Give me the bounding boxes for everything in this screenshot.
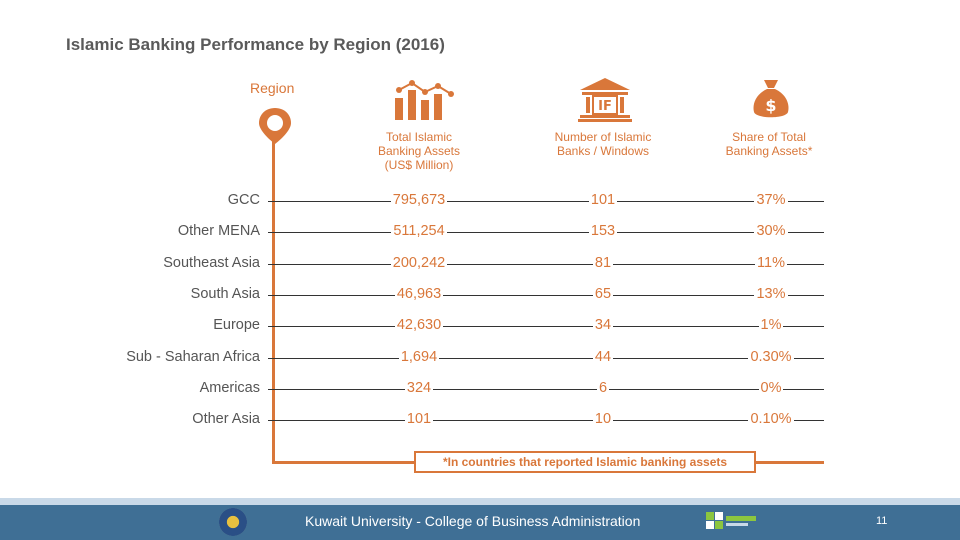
region-label: Americas — [199, 380, 260, 396]
title-year: (2016) — [395, 35, 445, 54]
page-number: 11 — [876, 515, 888, 527]
cell-assets: 511,254 — [391, 223, 447, 239]
region-label: Other Asia — [192, 411, 260, 427]
page-title: Islamic Banking Performance by Region (2… — [66, 35, 445, 55]
header-assets: Total Islamic Banking Assets (US$ Millio… — [377, 130, 461, 172]
row-connector-line — [268, 201, 824, 202]
cell-assets: 324 — [404, 380, 434, 396]
cell-assets: 46,963 — [394, 286, 444, 302]
cell-banks: 153 — [588, 223, 618, 239]
region-label: Europe — [213, 317, 260, 333]
row-connector-line — [268, 232, 824, 233]
cell-banks: 34 — [592, 317, 614, 333]
cell-assets: 1,694 — [398, 349, 440, 365]
region-header: Region — [250, 80, 295, 96]
footnote: *In countries that reported Islamic bank… — [414, 451, 756, 473]
row-connector-line — [268, 358, 824, 359]
cell-assets: 200,242 — [390, 255, 448, 271]
cell-banks: 44 — [592, 349, 614, 365]
cell-share: 1% — [758, 317, 784, 333]
footer-accent-band — [0, 498, 960, 505]
cell-assets: 42,630 — [394, 317, 444, 333]
bank-icon: IF — [578, 78, 632, 122]
cell-share: 30% — [754, 223, 788, 239]
money-bag-icon: $ — [753, 80, 789, 118]
location-pin-icon — [259, 108, 291, 144]
row-connector-line — [268, 264, 824, 265]
college-logo-icon — [706, 512, 756, 529]
svg-text:$: $ — [765, 96, 776, 115]
cell-share: 0.10% — [748, 411, 794, 427]
header-share: Share of Total Banking Assets* — [725, 130, 813, 158]
cell-assets: 101 — [404, 411, 434, 427]
header-banks: Number of Islamic Banks / Windows — [554, 130, 652, 158]
region-label: GCC — [227, 192, 260, 208]
region-label: Sub - Saharan Africa — [126, 349, 260, 365]
cell-assets: 795,673 — [390, 192, 448, 208]
title-main: Islamic Banking Performance by Region — [66, 35, 391, 54]
cell-share: 11% — [755, 255, 787, 271]
footer-bar — [0, 505, 960, 540]
cell-banks: 81 — [592, 255, 614, 271]
cell-share: 13% — [754, 286, 788, 302]
bar-chart-icon — [395, 80, 454, 120]
university-seal-icon — [219, 508, 247, 536]
cell-banks: 6 — [596, 380, 610, 396]
region-label: Southeast Asia — [163, 255, 260, 271]
footer-institution: Kuwait University - College of Business … — [305, 513, 641, 529]
cell-share: 37% — [754, 192, 788, 208]
row-connector-line — [268, 295, 824, 296]
row-connector-line — [268, 326, 824, 327]
cell-banks: 65 — [592, 286, 614, 302]
svg-text:IF: IF — [598, 99, 612, 114]
cell-share: 0.30% — [748, 349, 794, 365]
cell-banks: 10 — [592, 411, 614, 427]
cell-share: 0% — [758, 380, 784, 396]
region-timeline-line — [272, 140, 275, 462]
region-label: South Asia — [190, 286, 260, 302]
row-connector-line — [268, 420, 824, 421]
region-label: Other MENA — [177, 223, 260, 239]
cell-banks: 101 — [588, 192, 618, 208]
row-connector-line — [268, 389, 824, 390]
